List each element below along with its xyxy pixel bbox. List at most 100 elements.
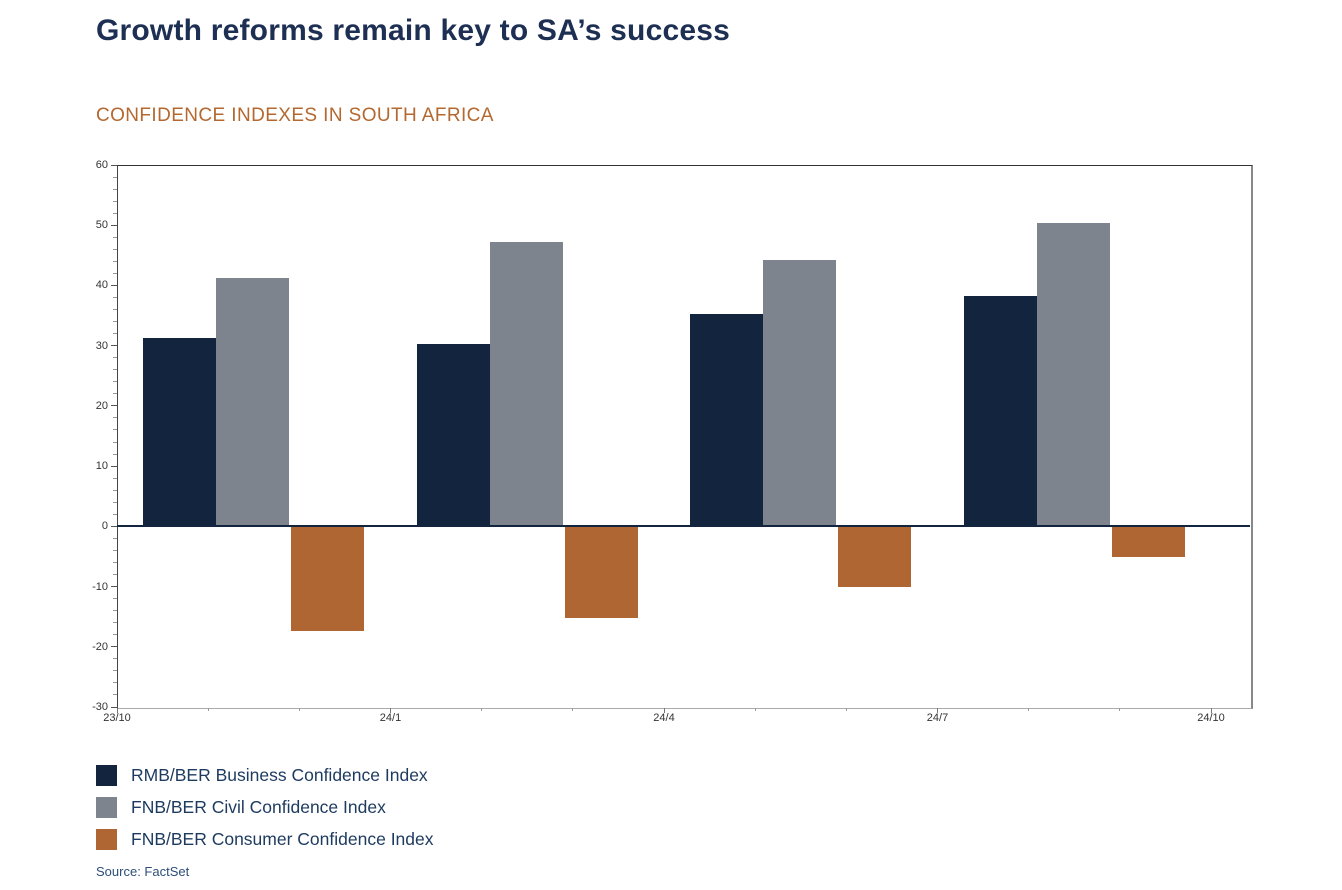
bar-23/Q4-FNB/BER Consumer Confidence Index	[291, 526, 364, 632]
x-axis-tick	[937, 708, 938, 713]
y-axis-tick	[111, 706, 117, 708]
page-title: Growth reforms remain key to SA’s succes…	[96, 14, 731, 47]
y-axis-minor-tick	[113, 212, 117, 214]
bar-24/Q1-RMB/BER Business Confidence Index	[416, 343, 490, 527]
legend-swatch	[96, 829, 117, 850]
y-axis-minor-tick	[113, 321, 117, 323]
y-axis-label: 0	[101, 520, 108, 533]
y-axis-minor-tick	[113, 682, 117, 684]
zero-baseline	[117, 525, 1250, 527]
y-axis-minor-tick	[113, 333, 117, 335]
y-axis-tick	[111, 284, 117, 286]
x-axis-minor-tick	[1028, 708, 1030, 711]
x-axis-minor-tick	[298, 708, 300, 711]
y-axis-minor-tick	[113, 489, 117, 491]
y-axis-minor-tick	[113, 610, 117, 612]
x-axis-label: 24/1	[379, 712, 402, 724]
y-axis-label: -30	[92, 701, 108, 713]
y-axis-tick	[111, 465, 117, 467]
y-axis-minor-tick	[113, 381, 117, 383]
y-axis-tick	[111, 224, 117, 226]
y-axis-minor-tick	[113, 622, 117, 624]
legend-item: FNB/BER Civil Confidence Index	[96, 797, 434, 818]
y-axis-minor-tick	[113, 272, 117, 274]
y-axis-tick	[111, 345, 117, 347]
y-axis-label: 60	[95, 159, 108, 171]
x-axis-label: 24/7	[926, 712, 949, 724]
legend-swatch	[96, 765, 117, 786]
x-axis-label: 24/10	[1197, 712, 1225, 724]
y-axis-minor-tick	[113, 357, 117, 359]
y-axis-label: 20	[95, 399, 108, 412]
x-axis-minor-tick	[481, 708, 483, 711]
y-axis-minor-tick	[113, 200, 117, 202]
y-axis-minor-tick	[113, 634, 117, 636]
legend-item: RMB/BER Business Confidence Index	[96, 765, 434, 786]
bar-23/Q4-FNB/BER Civil Confidence Index	[216, 277, 289, 527]
y-axis-minor-tick	[113, 453, 117, 455]
y-axis-minor-tick	[113, 549, 117, 551]
y-axis-minor-tick	[113, 260, 117, 262]
x-axis-tick	[1210, 708, 1212, 713]
y-axis-minor-tick	[113, 248, 117, 250]
y-axis-label: -20	[92, 640, 108, 653]
y-axis-label: 10	[95, 460, 108, 473]
y-axis-tick	[111, 164, 117, 166]
bar-24/Q1-FNB/BER Consumer Confidence Index	[564, 526, 638, 618]
y-axis-minor-tick	[113, 561, 117, 563]
source-note: Source: FactSet	[96, 864, 190, 879]
y-axis-label: -10	[92, 580, 108, 593]
bar-24/Q2-RMB/BER Business Confidence Index	[690, 314, 763, 527]
legend-label: RMB/BER Business Confidence Index	[131, 765, 428, 785]
y-axis-minor-tick	[113, 501, 117, 503]
y-axis-minor-tick	[113, 694, 117, 696]
y-axis-tick	[111, 405, 117, 407]
bar-24/Q3-RMB/BER Business Confidence Index	[963, 296, 1037, 527]
y-axis-label: 30	[95, 339, 108, 352]
chart-subtitle: CONFIDENCE INDEXES IN SOUTH AFRICA	[96, 105, 494, 126]
x-axis-minor-tick	[207, 708, 209, 711]
legend-label: FNB/BER Civil Confidence Index	[131, 797, 386, 817]
y-axis-minor-tick	[113, 429, 117, 431]
y-axis-minor-tick	[113, 670, 117, 672]
bar-24/Q2-FNB/BER Civil Confidence Index	[763, 260, 836, 527]
y-axis-minor-tick	[113, 574, 117, 575]
y-axis-label: 50	[95, 219, 108, 232]
y-axis-label: 40	[95, 279, 108, 292]
x-axis-label: 23/10	[103, 712, 131, 724]
y-axis-minor-tick	[113, 369, 117, 371]
y-axis-minor-tick	[113, 296, 117, 298]
legend-label: FNB/BER Consumer Confidence Index	[131, 829, 434, 849]
y-axis-minor-tick	[113, 441, 117, 443]
y-axis-minor-tick	[113, 188, 117, 190]
bar-24/Q3-FNB/BER Civil Confidence Index	[1036, 223, 1110, 527]
bar-24/Q1-FNB/BER Civil Confidence Index	[489, 242, 563, 527]
y-axis-minor-tick	[113, 598, 117, 600]
bar-23/Q4-RMB/BER Business Confidence Index	[143, 338, 216, 527]
x-axis-tick	[663, 708, 665, 713]
legend-swatch	[96, 797, 117, 818]
y-axis-minor-tick	[113, 393, 117, 395]
x-axis-tick	[390, 708, 391, 713]
x-axis-tick	[116, 708, 118, 713]
x-axis-minor-tick	[845, 708, 847, 711]
y-axis-minor-tick	[113, 513, 117, 515]
y-axis-minor-tick	[113, 658, 117, 660]
x-axis-label: 24/4	[653, 712, 675, 724]
y-axis-minor-tick	[113, 537, 117, 539]
y-axis-minor-tick	[113, 477, 117, 479]
bar-24/Q2-FNB/BER Consumer Confidence Index	[838, 526, 911, 588]
y-axis-tick	[111, 525, 117, 527]
y-axis-minor-tick	[113, 309, 117, 311]
bar-24/Q3-FNB/BER Consumer Confidence Index	[1111, 526, 1185, 558]
x-axis-minor-tick	[754, 708, 756, 711]
y-axis-tick	[111, 586, 117, 588]
x-axis-minor-tick	[1119, 708, 1121, 711]
legend-item: FNB/BER Consumer Confidence Index	[96, 829, 434, 850]
y-axis-tick	[111, 646, 117, 648]
y-axis-minor-tick	[113, 176, 117, 178]
chart-legend: RMB/BER Business Confidence Index FNB/BER…	[96, 765, 434, 861]
x-axis-minor-tick	[572, 708, 574, 711]
y-axis-minor-tick	[113, 417, 117, 419]
